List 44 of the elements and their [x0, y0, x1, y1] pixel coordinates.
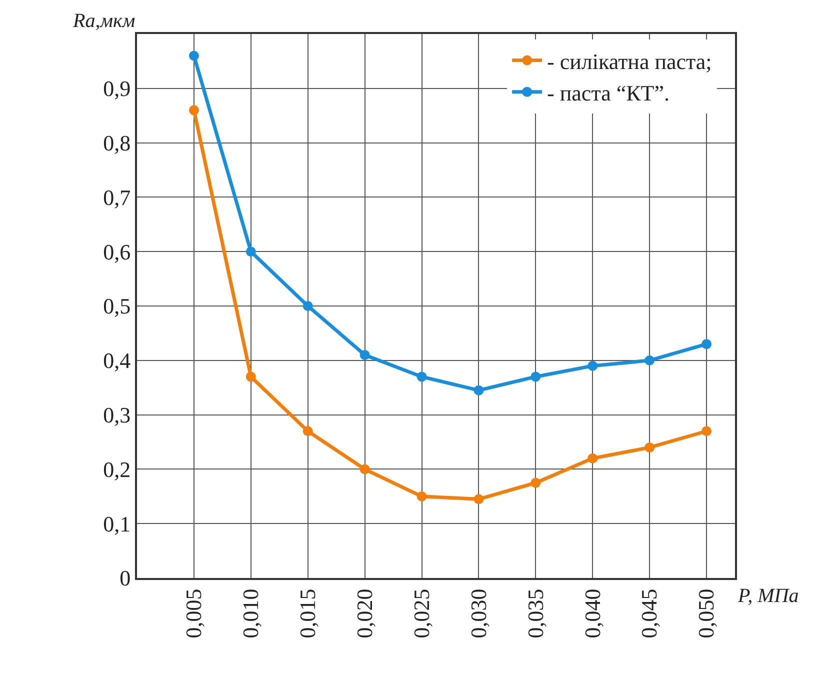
- y-tick-label: 0,4: [103, 348, 131, 374]
- point: [474, 494, 484, 504]
- point: [702, 426, 712, 436]
- point: [644, 355, 655, 366]
- x-tick-label: 0,025: [408, 588, 434, 638]
- point: [644, 442, 655, 452]
- point: [416, 372, 427, 382]
- y-tick-label: 0,9: [103, 76, 131, 102]
- x-tick-label: 0,035: [522, 588, 548, 638]
- point: [360, 464, 370, 474]
- point: [588, 360, 598, 371]
- point: [246, 246, 256, 257]
- point: [188, 105, 199, 116]
- y-tick-label: 0: [120, 566, 131, 591]
- point: [474, 385, 484, 396]
- y-tick-label: 0,7: [103, 184, 131, 210]
- point: [530, 478, 541, 488]
- x-tick-label: 0,030: [466, 588, 491, 638]
- point: [246, 372, 256, 382]
- x-tick-label: 0,045: [636, 588, 662, 638]
- x-tick-label: 0,015: [295, 588, 320, 638]
- x-tick-label: 0,010: [238, 588, 264, 638]
- y-tick-label: 0,2: [103, 456, 131, 482]
- point: [302, 301, 313, 311]
- point: [702, 339, 712, 350]
- legend-label: - паста “КТ”.: [547, 80, 670, 106]
- y-tick-label: 0,6: [103, 239, 131, 264]
- point: [588, 453, 598, 464]
- x-axis-title: P, МПа: [737, 585, 799, 607]
- x-tick-label: 0,040: [580, 588, 605, 638]
- point: [302, 426, 313, 436]
- point: [360, 350, 370, 360]
- y-tick-label: 0,3: [103, 402, 131, 428]
- y-tick-label: 0,5: [103, 294, 131, 319]
- point: [530, 372, 541, 382]
- x-tick-label: 0,005: [181, 588, 206, 638]
- x-tick-label: 0,050: [694, 588, 719, 638]
- point: [416, 491, 427, 502]
- legend-label: - силікатна паста;: [547, 48, 712, 74]
- y-axis-title: Ra,мкм: [72, 10, 136, 32]
- y-tick-label: 0,1: [103, 511, 131, 536]
- y-tick-label: 0,8: [103, 130, 131, 156]
- point: [188, 50, 199, 61]
- x-tick-label: 0,020: [352, 588, 377, 638]
